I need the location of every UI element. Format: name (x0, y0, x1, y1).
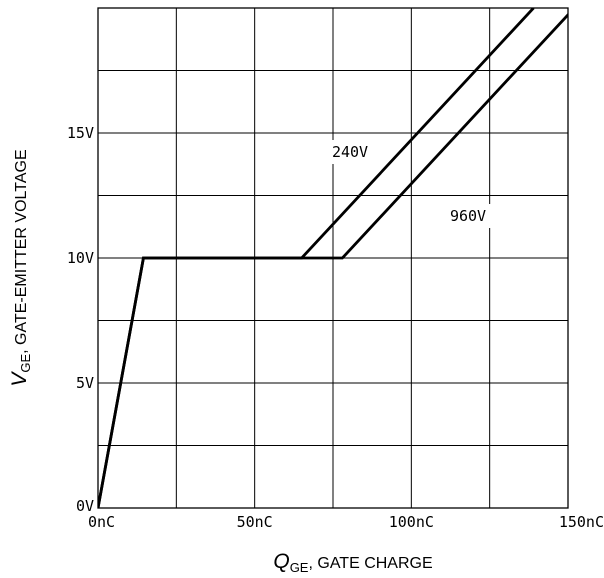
y-axis-label: VGE, GATE-EMITTER VOLTAGE (8, 149, 33, 386)
series-label-background (320, 140, 380, 164)
x-tick-labels: 0nC 50nC 100nC 150nC (88, 513, 604, 531)
x-axis-label-subscript: GE (290, 560, 309, 575)
series-line-960v (98, 12, 568, 508)
x-axis-label-symbol: Q (273, 550, 289, 573)
x-tick-label: 50nC (237, 513, 273, 531)
series-label-960v: 960V (450, 207, 486, 225)
series-lines (98, 8, 568, 508)
y-axis-label-text: , GATE-EMITTER VOLTAGE (13, 149, 30, 353)
x-axis-label-text: , GATE CHARGE (308, 555, 432, 572)
x-axis-label: QGE, GATE CHARGE (273, 550, 432, 575)
series-label-background (438, 204, 498, 228)
y-axis-label-symbol: V (8, 371, 31, 387)
x-tick-label: 150nC (559, 513, 604, 531)
y-tick-label: 15V (67, 124, 94, 142)
series-labels: 240V 960V (320, 140, 498, 228)
y-tick-label: 5V (76, 374, 94, 392)
y-tick-label: 10V (67, 249, 94, 267)
x-tick-label: 0nC (88, 513, 115, 531)
y-tick-labels: 0V 5V 10V 15V (67, 124, 94, 515)
plot-frame (97, 7, 569, 509)
y-tick-label: 0V (76, 497, 94, 515)
y-axis-label-subscript: GE (18, 354, 33, 373)
series-label-240v: 240V (332, 143, 368, 161)
x-tick-label: 100nC (389, 513, 434, 531)
